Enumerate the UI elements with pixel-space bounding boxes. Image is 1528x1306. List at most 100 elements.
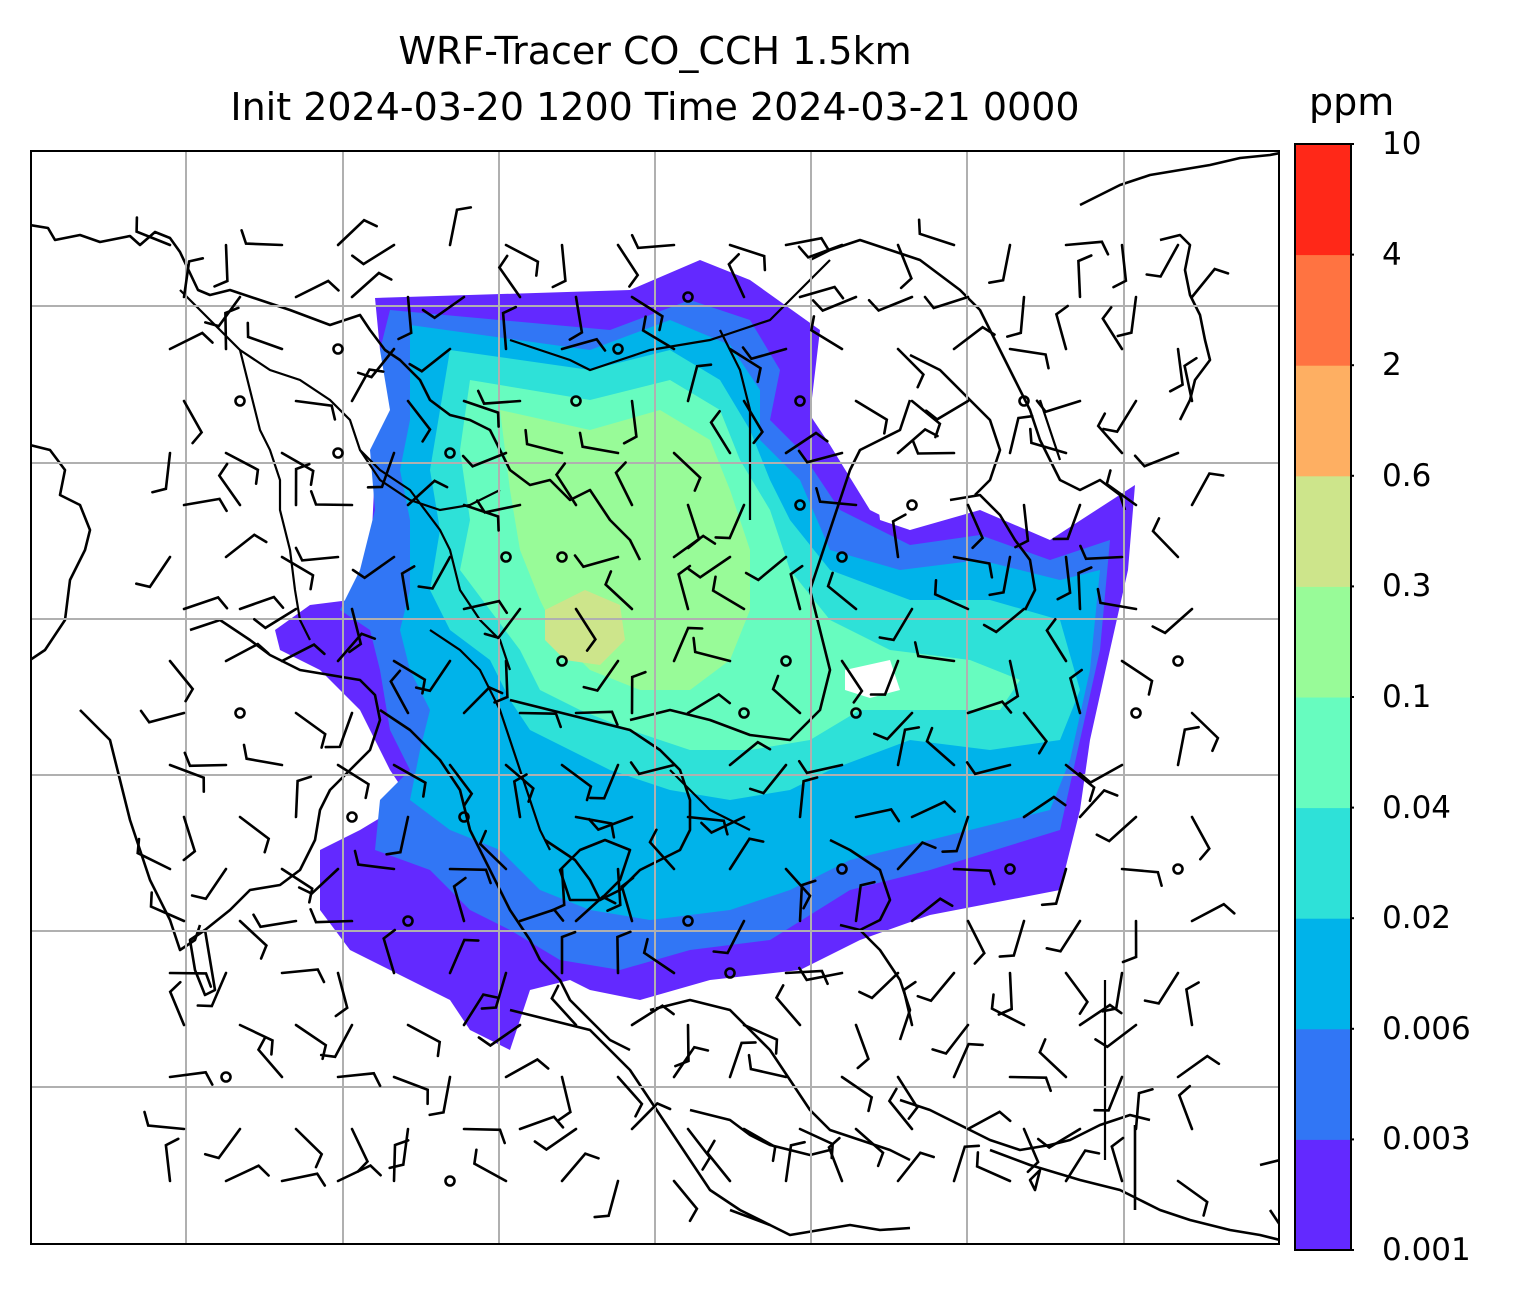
- wind-barb: [1054, 304, 1069, 351]
- wind-barb: [280, 451, 315, 486]
- wind-barb: [168, 980, 186, 1027]
- wind-barb: [382, 928, 397, 975]
- wind-barb: [1190, 902, 1236, 923]
- wind-barb: [1096, 412, 1124, 455]
- wind-barb: [982, 607, 1026, 634]
- wind-barb: [827, 1136, 844, 1183]
- wind-barb: [606, 867, 622, 912]
- wind-barb: [966, 1110, 1012, 1131]
- wind-barb: [560, 930, 577, 975]
- wind-barb: [798, 879, 817, 923]
- wind-barb: [1190, 472, 1225, 507]
- calm-wind-marker: [1004, 863, 1016, 875]
- calm-wind-marker: [556, 551, 568, 563]
- wind-barb: [428, 1075, 452, 1117]
- wind-barb: [687, 555, 732, 579]
- colorbar-tick-label: 2: [1382, 347, 1402, 384]
- wind-barb: [297, 867, 340, 896]
- wind-barb: [1184, 981, 1200, 1027]
- wind-barb: [1038, 1038, 1068, 1079]
- wind-barb: [913, 641, 956, 663]
- wind-barb: [406, 399, 432, 443]
- wind-barb: [742, 1023, 779, 1055]
- wind-barb: [709, 410, 732, 455]
- map-title-line-1: WRF-Tracer CO_CCH 1.5km: [398, 29, 912, 73]
- wind-barb: [406, 479, 449, 507]
- wind-barb: [461, 451, 508, 468]
- wind-barb: [798, 285, 845, 300]
- wind-barb: [280, 968, 326, 984]
- wind-barb: [557, 1075, 572, 1122]
- wind-barb: [896, 1075, 919, 1120]
- calm-wind-marker: [836, 863, 848, 875]
- calm-wind-marker: [220, 1071, 232, 1083]
- wind-barb: [672, 451, 702, 492]
- wind-barb: [727, 253, 746, 299]
- wind-barb: [414, 659, 452, 693]
- wind-barb: [902, 980, 917, 1027]
- wind-barb: [392, 763, 427, 798]
- wind-barb: [294, 1127, 324, 1169]
- calm-wind-marker: [444, 447, 456, 459]
- wind-barb: [784, 1140, 806, 1183]
- calm-wind-marker: [402, 915, 414, 927]
- wind-barb: [406, 1023, 442, 1058]
- wind-barb: [560, 763, 593, 802]
- wind-barb: [1102, 399, 1138, 434]
- wind-barb: [504, 1057, 550, 1079]
- colorbar-tick-label: 0.001: [1382, 1232, 1471, 1268]
- wind-barb: [587, 815, 634, 832]
- wind-barb: [252, 913, 298, 929]
- wind-barb: [686, 363, 713, 403]
- wind-barb: [1095, 815, 1138, 843]
- wind-barb: [336, 218, 378, 247]
- wind-barb: [614, 461, 634, 507]
- wind-barb: [784, 236, 830, 252]
- calm-wind-marker: [724, 967, 736, 979]
- wind-barb: [238, 1023, 274, 1056]
- wind-barb: [878, 607, 914, 642]
- wind-barb: [925, 726, 956, 767]
- wind-barb: [356, 347, 396, 379]
- wind-barb: [642, 937, 676, 975]
- wind-barb: [941, 815, 970, 853]
- wind-barb: [168, 331, 214, 351]
- wind-barb: [616, 930, 632, 975]
- wind-barb: [568, 295, 584, 341]
- wind-barb: [1008, 1075, 1052, 1093]
- wind-barb: [748, 763, 788, 795]
- wind-barb: [336, 632, 377, 663]
- wind-barb: [389, 669, 410, 715]
- wind-barb: [319, 1023, 354, 1059]
- wind-barb: [294, 462, 311, 507]
- colorbar: [1294, 143, 1354, 1251]
- wind-barb: [136, 837, 172, 871]
- wind-barb: [574, 607, 597, 652]
- wind-barb: [1096, 587, 1138, 611]
- wind-barb: [917, 218, 956, 247]
- wind-barb: [1064, 240, 1110, 256]
- wind-barb: [334, 971, 349, 1018]
- calm-wind-marker: [500, 551, 512, 563]
- colorbar-segment: [1295, 254, 1351, 366]
- wind-barb: [196, 971, 228, 1008]
- wind-barb: [280, 643, 326, 663]
- wind-barb: [896, 347, 925, 389]
- wind-barb: [1078, 763, 1124, 785]
- field-gap: [875, 465, 930, 530]
- wind-barb: [797, 759, 844, 775]
- wind-barb: [1022, 1127, 1040, 1174]
- wind-barb: [452, 876, 467, 923]
- wind-barb: [988, 555, 1012, 597]
- wind-barb: [1177, 1084, 1194, 1131]
- wind-barb: [477, 1023, 522, 1048]
- calm-wind-marker: [780, 655, 792, 667]
- wind-barb: [630, 1004, 675, 1027]
- wind-barb: [1040, 867, 1068, 907]
- wind-barb: [351, 243, 396, 266]
- wind-barb: [240, 229, 284, 247]
- wind-barb: [533, 1127, 578, 1152]
- wind-barb: [336, 1163, 382, 1183]
- wind-barb: [1068, 668, 1083, 715]
- wind-barb: [518, 908, 565, 923]
